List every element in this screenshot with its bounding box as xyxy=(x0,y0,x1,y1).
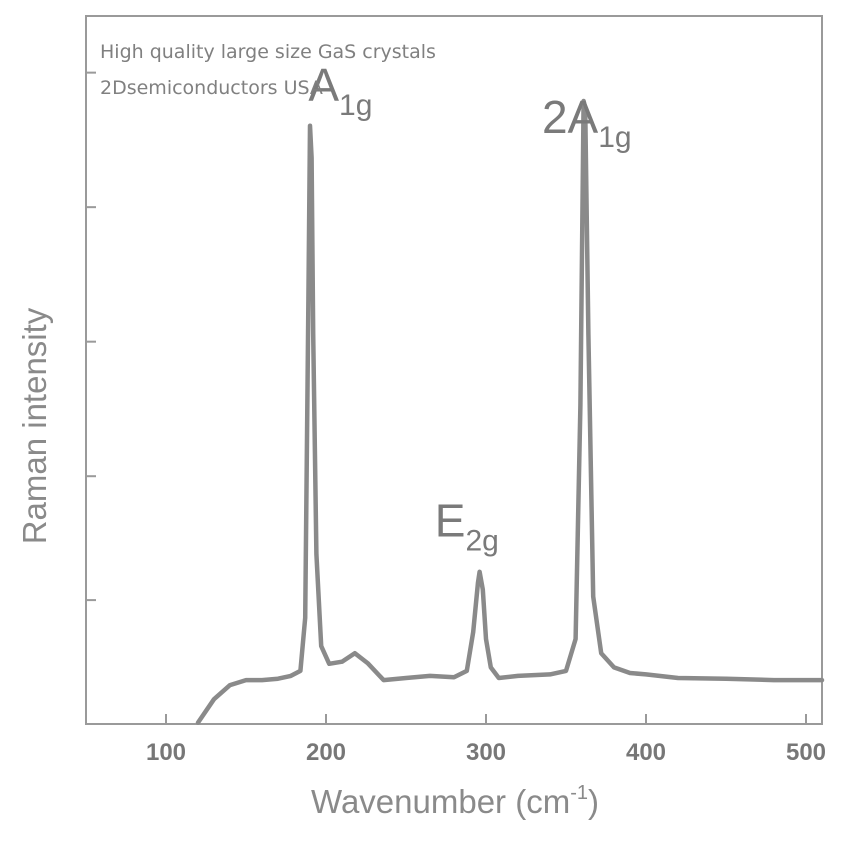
peak-label-sub-1: 2g xyxy=(465,524,498,557)
watermark-line-1: High quality large size GaS crystals xyxy=(100,41,436,63)
x-axis-title-sup: -1 xyxy=(570,782,588,804)
x-axis-title-end: ) xyxy=(588,783,599,820)
peak-label-sub-0: 1g xyxy=(339,89,372,122)
x-tick-label-100: 100 xyxy=(146,739,186,766)
peak-label-sub-2: 1g xyxy=(598,121,631,154)
watermark-line-2: 2Dsemiconductors USA xyxy=(100,77,323,99)
spectrum-line xyxy=(195,98,825,725)
peak-label-main-1: E xyxy=(435,494,466,546)
x-tick-label-300: 300 xyxy=(466,739,506,766)
peak-label-main-0: A xyxy=(308,59,339,111)
peak-label-1: E2g xyxy=(435,494,499,557)
x-axis-title: Wavenumber (cm-1) xyxy=(311,782,599,820)
x-tick-label-400: 400 xyxy=(626,739,666,766)
y-axis-title: Raman intensity xyxy=(16,307,53,544)
plot-frame xyxy=(85,15,823,725)
x-axis-title-base: Wavenumber (cm xyxy=(311,783,570,820)
peak-label-main-2: 2A xyxy=(542,91,599,143)
peak-label-2: 2A1g xyxy=(542,91,632,154)
peak-label-0: A1g xyxy=(308,59,372,122)
tick-labels: 100 200 300 400 500 xyxy=(146,739,826,766)
x-tick-label-500: 500 xyxy=(786,739,826,766)
x-tick-label-200: 200 xyxy=(306,739,346,766)
axis-ticks xyxy=(86,71,807,724)
